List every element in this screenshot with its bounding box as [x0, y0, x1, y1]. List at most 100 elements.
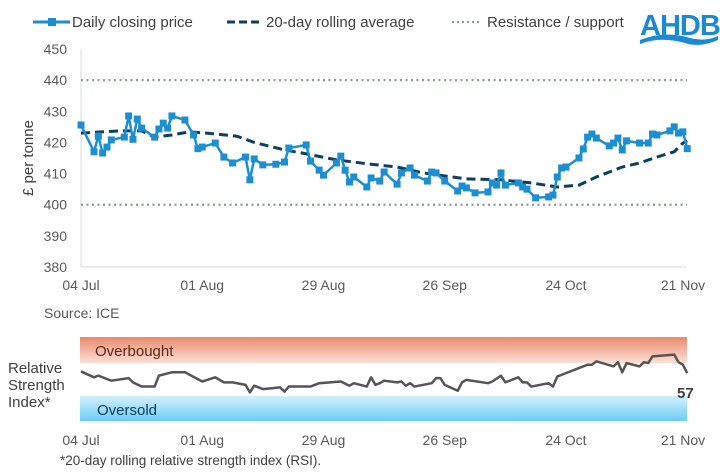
price-point — [77, 121, 85, 129]
price-point — [397, 169, 405, 177]
price-point — [636, 139, 644, 147]
price-point — [259, 161, 267, 169]
legend-label: 20-day rolling average — [266, 14, 414, 31]
x-tick-label: 04 Jul — [62, 277, 99, 293]
legend-item-average: 20-day rolling average — [227, 14, 414, 31]
price-point — [532, 194, 540, 202]
price-point — [380, 168, 388, 176]
price-point — [441, 177, 449, 185]
x-tick-label: 29 Aug — [302, 277, 346, 293]
price-point — [198, 143, 206, 151]
y-tick-label: 380 — [44, 259, 68, 275]
rsi-footnote: *20-day rolling relative strength index … — [60, 453, 321, 468]
x-tick-label: 26 Sep — [423, 432, 468, 448]
price-point — [99, 149, 107, 157]
price-point — [168, 112, 176, 120]
price-point — [579, 145, 587, 153]
price-point — [315, 166, 323, 174]
oversold-label: Oversold — [97, 402, 157, 419]
price-point — [285, 144, 293, 152]
price-point — [272, 160, 280, 168]
price-point — [363, 183, 371, 191]
price-point — [125, 112, 133, 120]
price-point — [159, 119, 167, 127]
price-point — [350, 173, 358, 181]
rsi-axis-label: Relative Strength Index* — [8, 360, 65, 411]
legend: Daily closing price 20-day rolling avera… — [33, 14, 625, 31]
price-point — [181, 116, 189, 124]
price-point — [129, 135, 137, 143]
y-tick-label: 430 — [44, 103, 68, 119]
price-point — [679, 128, 687, 136]
x-tick-label: 24 Oct — [545, 432, 586, 448]
price-point — [614, 134, 622, 142]
price-point — [367, 174, 375, 182]
price-point — [242, 153, 250, 161]
price-point — [220, 153, 228, 161]
price-point — [675, 129, 683, 137]
legend-item-price: Daily closing price — [33, 14, 193, 31]
price-point — [155, 125, 163, 133]
price-point — [94, 132, 102, 140]
price-point — [493, 181, 501, 189]
overbought-label: Overbought — [95, 343, 174, 360]
price-point — [211, 139, 219, 147]
price-point — [562, 163, 570, 171]
price-point — [306, 157, 314, 165]
price-point — [519, 183, 527, 191]
x-tick-label: 21 Nov — [661, 432, 705, 448]
y-tick-label: 410 — [44, 166, 68, 182]
price-point — [250, 155, 258, 163]
closing-price-line — [79, 114, 689, 200]
price-point — [584, 133, 592, 141]
legend-item-resistance: Resistance / support — [452, 14, 625, 31]
price-point — [393, 180, 401, 188]
price-point — [107, 136, 115, 144]
source-note: Source: ICE — [44, 305, 119, 321]
price-point — [670, 123, 678, 131]
price-point — [423, 177, 431, 185]
price-point — [484, 188, 492, 196]
price-point — [432, 169, 440, 177]
price-point — [302, 141, 310, 149]
y-tick-label: 390 — [44, 228, 68, 244]
price-point — [644, 139, 652, 147]
price-point — [462, 184, 470, 192]
price-point — [376, 177, 384, 185]
price-point — [605, 142, 613, 150]
x-tick-label: 26 Sep — [423, 277, 468, 293]
price-point — [575, 154, 583, 162]
price-point — [488, 179, 496, 187]
y-tick-label: 420 — [44, 134, 68, 150]
price-point — [558, 164, 566, 172]
price-point — [337, 152, 345, 160]
x-tick-label: 04 Jul — [62, 432, 99, 448]
price-point — [618, 146, 626, 154]
ahdb-logo: AHDB — [640, 10, 720, 45]
price-point — [454, 187, 462, 195]
price-point — [549, 191, 557, 199]
price-point — [345, 178, 353, 186]
y-tick-label: 440 — [44, 72, 68, 88]
price-point — [246, 176, 254, 184]
price-point — [332, 159, 340, 167]
price-point — [514, 179, 522, 187]
price-point — [341, 166, 349, 174]
price-point — [588, 130, 596, 138]
price-point — [610, 139, 618, 147]
rsi-line — [80, 353, 689, 394]
x-tick-label: 29 Aug — [302, 432, 346, 448]
price-point — [410, 171, 418, 179]
price-point — [138, 124, 146, 132]
price-point — [653, 131, 661, 139]
price-point — [164, 124, 172, 132]
price-point — [471, 189, 479, 197]
price-point — [190, 131, 198, 139]
price-point — [319, 171, 327, 179]
price-point — [281, 158, 289, 166]
price-point — [501, 181, 509, 189]
legend-label: Resistance / support — [487, 14, 625, 31]
price-point — [623, 137, 631, 145]
price-point — [545, 193, 553, 201]
